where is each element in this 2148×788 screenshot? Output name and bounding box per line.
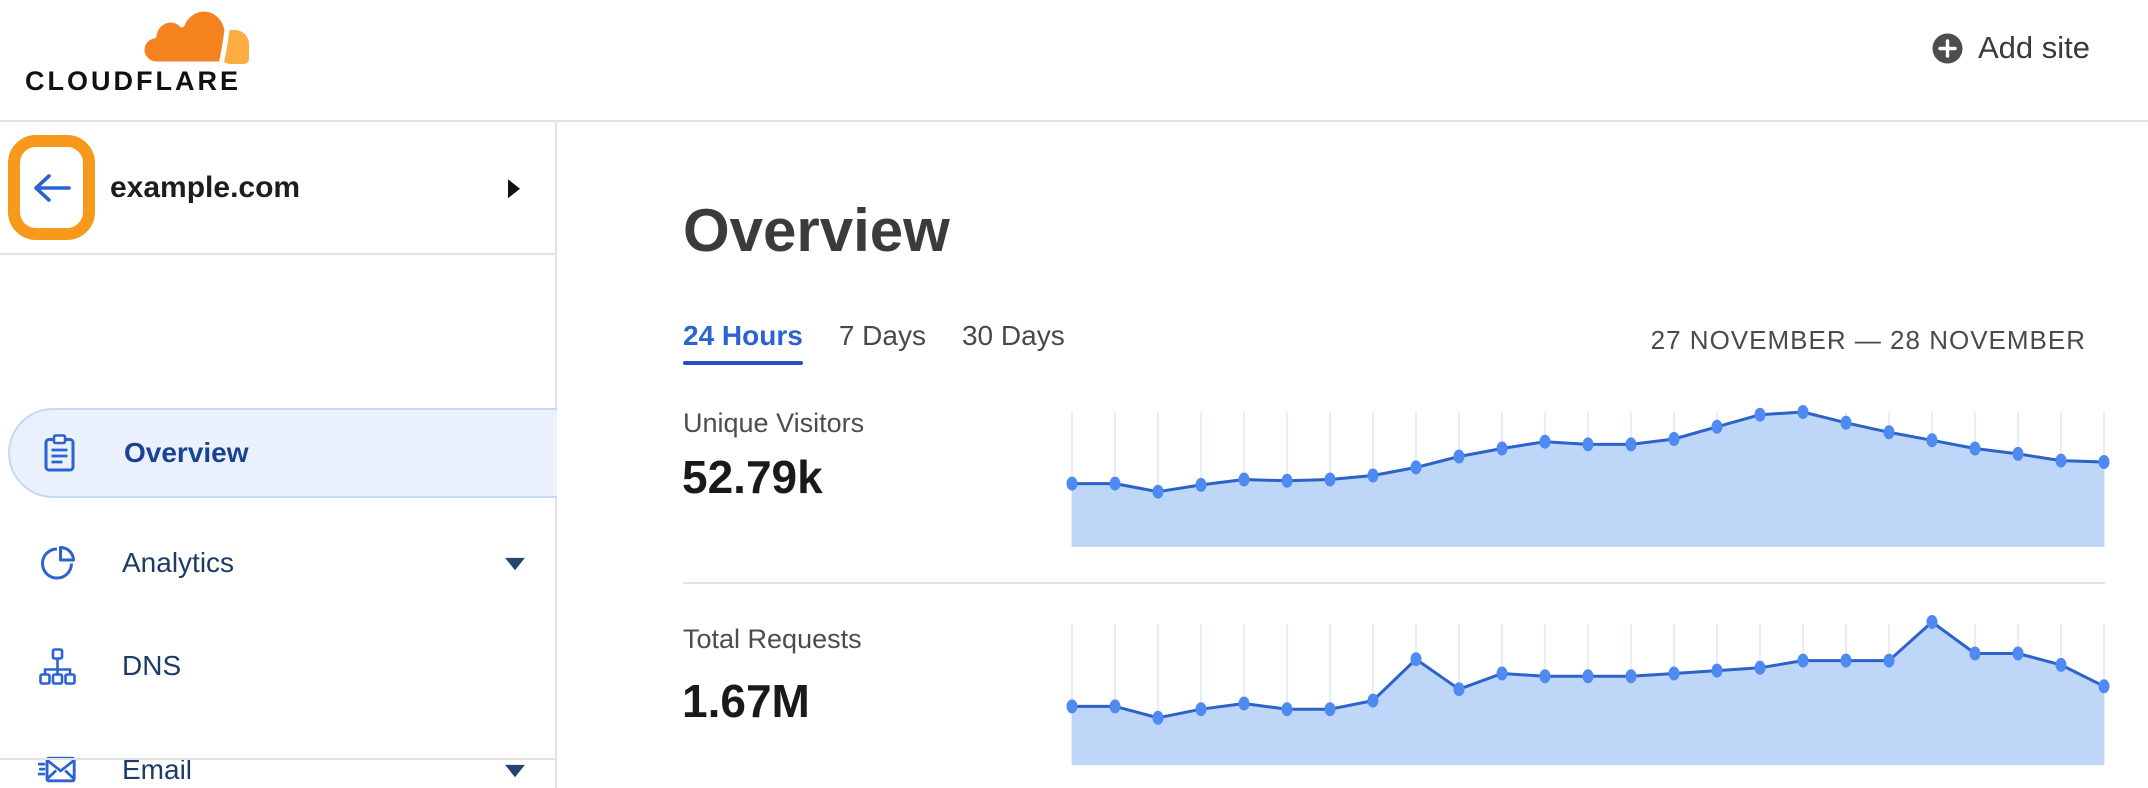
- caret-down-icon: [505, 764, 525, 778]
- page-title: Overview: [683, 197, 950, 264]
- add-site-label: Add site: [1977, 30, 2090, 65]
- sidebar-item-label: Analytics: [122, 547, 235, 578]
- main-content: Overview 24 Hours 7 Days 30 Days 27 NOVEMB…: [559, 122, 2148, 788]
- cloudflare-cloud-icon: [139, 6, 249, 67]
- sidebar-item-dns[interactable]: DNS: [0, 626, 557, 706]
- tab-24-hours[interactable]: 24 Hours: [683, 320, 803, 365]
- metric-label-total-requests: Total Requests: [683, 624, 862, 654]
- cloudflare-logo-text: CLOUDFLARE: [25, 66, 241, 96]
- sidebar: example.com Overview Analytics DNS Email…: [0, 122, 557, 788]
- annotation-highlight-box: [8, 135, 95, 240]
- cloudflare-logo[interactable]: CLOUDFLARE: [25, 4, 265, 100]
- date-range-label: 27 NOVEMBER — 28 NOVEMBER: [1650, 325, 2086, 355]
- tab-30-days[interactable]: 30 Days: [961, 320, 1065, 351]
- sidebar-nav: Overview Analytics DNS Email Spectrum: [0, 255, 557, 788]
- sidebar-item-analytics[interactable]: Analytics: [0, 523, 557, 603]
- sidebar-item-label: Overview: [124, 437, 249, 468]
- metric-label-unique-visitors: Unique Visitors: [683, 408, 865, 438]
- caret-down-icon: [505, 557, 525, 571]
- metric-value-unique-visitors: 52.79k: [682, 451, 823, 503]
- total-requests-chart[interactable]: [1066, 615, 2110, 765]
- site-selector-row[interactable]: example.com: [0, 122, 555, 255]
- back-arrow-icon[interactable]: [29, 170, 75, 206]
- site-name: example.com: [110, 170, 301, 204]
- sidebar-bottom-divider: [0, 758, 557, 760]
- tab-7-days[interactable]: 7 Days: [838, 320, 926, 351]
- network-icon: [38, 647, 76, 685]
- add-site-button[interactable]: Add site: [1932, 30, 2090, 66]
- section-divider: [683, 582, 2105, 584]
- plus-circle-icon: [1932, 33, 1963, 63]
- sidebar-item-label: DNS: [122, 650, 182, 681]
- unique-visitors-chart[interactable]: [1066, 405, 2110, 547]
- metric-value-total-requests: 1.67M: [682, 675, 810, 727]
- caret-right-icon[interactable]: [508, 178, 521, 198]
- pie-chart-icon: [40, 545, 75, 579]
- time-range-tabs: 24 Hours 7 Days 30 Days: [683, 320, 1065, 365]
- clipboard-icon: [44, 434, 74, 472]
- top-header: CLOUDFLARE Add site: [0, 0, 2148, 122]
- sidebar-item-overview[interactable]: Overview: [8, 408, 557, 498]
